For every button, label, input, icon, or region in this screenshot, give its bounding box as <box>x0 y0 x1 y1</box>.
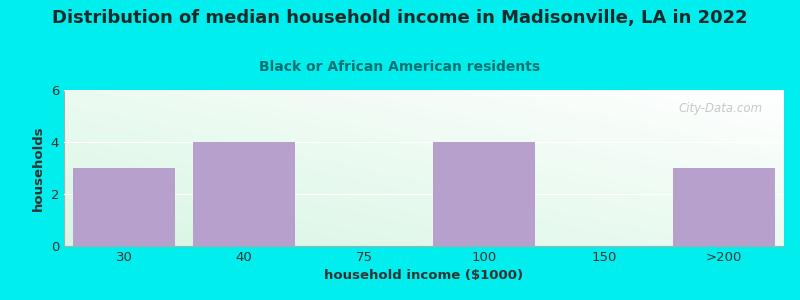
Text: Distribution of median household income in Madisonville, LA in 2022: Distribution of median household income … <box>52 9 748 27</box>
Bar <box>73 168 175 246</box>
Bar <box>433 142 535 246</box>
Bar <box>673 168 775 246</box>
Y-axis label: households: households <box>32 125 45 211</box>
Text: City-Data.com: City-Data.com <box>678 103 762 116</box>
Text: Black or African American residents: Black or African American residents <box>259 60 541 74</box>
X-axis label: household income ($1000): household income ($1000) <box>325 269 523 282</box>
Bar <box>193 142 295 246</box>
